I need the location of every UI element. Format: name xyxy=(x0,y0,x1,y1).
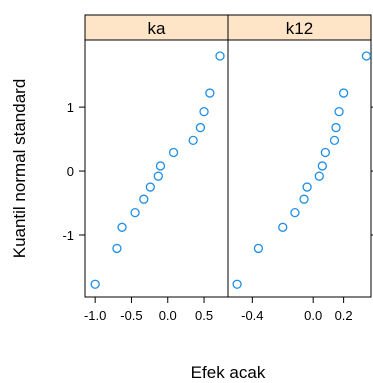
data-point xyxy=(317,161,327,171)
data-point xyxy=(329,135,340,146)
panel-ka-strip-label: ka xyxy=(148,19,167,38)
panel-k12-points xyxy=(232,51,372,289)
panel-k12-x-axis: -0.4 0.0 0.2 xyxy=(241,297,353,323)
data-point xyxy=(253,243,264,254)
data-point xyxy=(117,222,127,232)
data-point xyxy=(112,243,122,254)
panel-ka-x-axis: -1.0 -0.5 0.0 0.5 xyxy=(84,297,213,323)
data-point xyxy=(338,88,349,98)
data-point xyxy=(302,182,312,192)
data-point xyxy=(331,122,341,133)
data-point xyxy=(90,279,100,289)
data-point xyxy=(232,279,242,289)
data-point xyxy=(145,182,155,192)
panel-ka-points xyxy=(90,51,225,289)
x-tick-label: 0.2 xyxy=(335,308,353,323)
x-axis-title: Efek acak xyxy=(191,363,266,382)
panel-k12-frame xyxy=(227,39,372,298)
y-tick-label: 1 xyxy=(67,100,74,115)
data-point xyxy=(153,171,163,181)
data-point xyxy=(155,161,166,171)
x-tick-label: -0.5 xyxy=(120,308,142,323)
data-point xyxy=(205,88,215,98)
y-axis-title: Kuantil normal standard xyxy=(10,79,29,259)
panel-k12-strip-label: k12 xyxy=(286,19,313,38)
data-point xyxy=(299,194,309,204)
data-point xyxy=(168,147,179,158)
x-tick-label: 0.5 xyxy=(195,308,213,323)
data-point xyxy=(130,207,140,218)
data-point xyxy=(188,135,198,146)
data-point xyxy=(278,222,288,232)
x-tick-label: -0.4 xyxy=(241,308,263,323)
panel-ka-frame xyxy=(84,39,229,298)
x-tick-label: 0.0 xyxy=(304,308,322,323)
x-tick-label: 0.0 xyxy=(159,308,177,323)
y-axis: -1 0 1 xyxy=(62,100,373,243)
data-point xyxy=(320,147,331,158)
data-point xyxy=(361,51,372,61)
data-point xyxy=(215,51,225,61)
data-point xyxy=(139,194,149,204)
data-point xyxy=(290,207,300,218)
data-point xyxy=(314,171,324,181)
data-point xyxy=(199,106,209,117)
y-tick-label: 0 xyxy=(67,164,74,179)
x-tick-label: -1.0 xyxy=(84,308,106,323)
y-tick-label: -1 xyxy=(62,228,74,243)
data-point xyxy=(195,122,206,133)
data-point xyxy=(334,106,344,117)
panel-ka-strip xyxy=(84,14,229,41)
